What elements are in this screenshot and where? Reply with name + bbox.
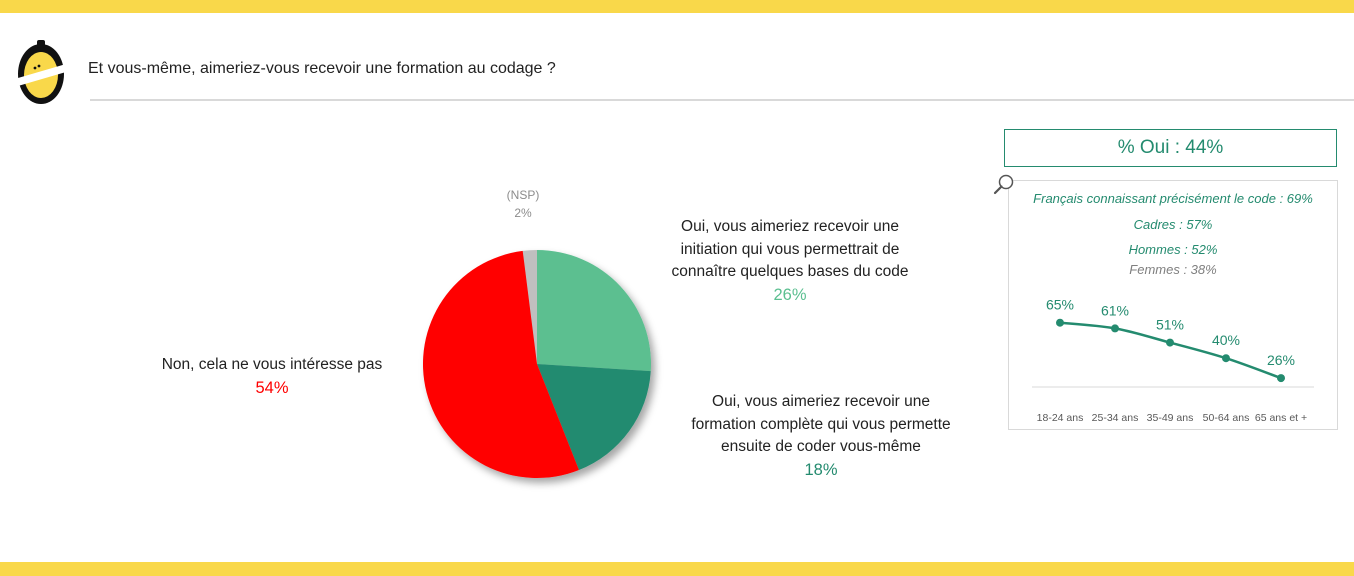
- brand-logo: [18, 40, 66, 104]
- slice-nsp: [522, 250, 537, 364]
- data-label-3: 51%: [1156, 317, 1184, 333]
- data-label-4: 40%: [1212, 332, 1240, 348]
- label-nsp-value: 2%: [514, 206, 532, 220]
- label-nsp: (NSP) 2%: [494, 186, 552, 222]
- x-tick-label-4: 50-64 ans: [1203, 412, 1250, 424]
- label-formation: Oui, vous aimeriez recevoir une formatio…: [662, 391, 980, 481]
- oui-total-box: % Oui : 44%: [1004, 129, 1337, 167]
- stat-femmes: Femmes : 38%: [1129, 262, 1217, 277]
- label-formation-value: 18%: [804, 460, 838, 479]
- stat-hommes: Hommes : 52%: [1128, 242, 1218, 257]
- pie-chart: [422, 250, 652, 479]
- header-divider: [90, 99, 1354, 101]
- top-accent-band: [0, 0, 1354, 13]
- stat-cadres: Cadres : 57%: [1133, 217, 1213, 232]
- label-initiation: Oui, vous aimeriez recevoir une initiati…: [652, 216, 928, 306]
- x-tick-label-5: 65 ans et +: [1255, 412, 1307, 424]
- label-initiation-line1: Oui, vous aimeriez recevoir une: [681, 218, 899, 235]
- label-non: Non, cela ne vous intéresse pas 54%: [140, 354, 404, 399]
- detail-panel: [1008, 180, 1338, 430]
- data-label-2: 61%: [1101, 302, 1129, 318]
- data-point-4: [1222, 354, 1230, 363]
- x-tick-label-1: 18-24 ans: [1037, 412, 1084, 424]
- x-tick-label-2: 25-34 ans: [1092, 412, 1139, 424]
- label-initiation-line2: initiation qui vous permettrait de: [680, 240, 900, 258]
- label-formation-line2: formation complète qui vous permette: [691, 415, 951, 433]
- data-point-2: [1111, 324, 1119, 333]
- stat-connaissant: Français connaissant précisément le code…: [1033, 191, 1313, 206]
- label-initiation-line3: connaître quelques bases du code: [671, 263, 909, 280]
- slice-formation: [537, 364, 651, 470]
- data-point-1: [1056, 318, 1064, 327]
- label-nsp-name: (NSP): [506, 188, 540, 202]
- data-label-5: 26%: [1267, 352, 1295, 368]
- x-tick-label-3: 35-49 ans: [1147, 412, 1194, 424]
- bottom-accent-band: [0, 562, 1354, 576]
- label-formation-line3: ensuite de coder vous-même: [721, 438, 921, 455]
- label-non-line1: Non, cela ne vous intéresse pas: [161, 356, 383, 373]
- label-initiation-value: 26%: [773, 285, 807, 304]
- slice-non: [422, 250, 579, 479]
- data-point-5: [1277, 374, 1285, 383]
- magnifier-icon: [993, 174, 1014, 195]
- age-line-chart: 65% 18-24 ans 61% 25-34 ans 51% 35-49 ans 40% 5…: [1032, 297, 1314, 424]
- label-non-value: 54%: [255, 378, 289, 397]
- survey-question-title: Et vous-même, aimeriez-vous recevoir une…: [88, 60, 556, 77]
- label-formation-line1: Oui, vous aimeriez recevoir une: [712, 393, 930, 410]
- data-label-1: 65%: [1046, 297, 1074, 313]
- slice-initiation: [537, 250, 652, 372]
- data-point-3: [1166, 338, 1174, 347]
